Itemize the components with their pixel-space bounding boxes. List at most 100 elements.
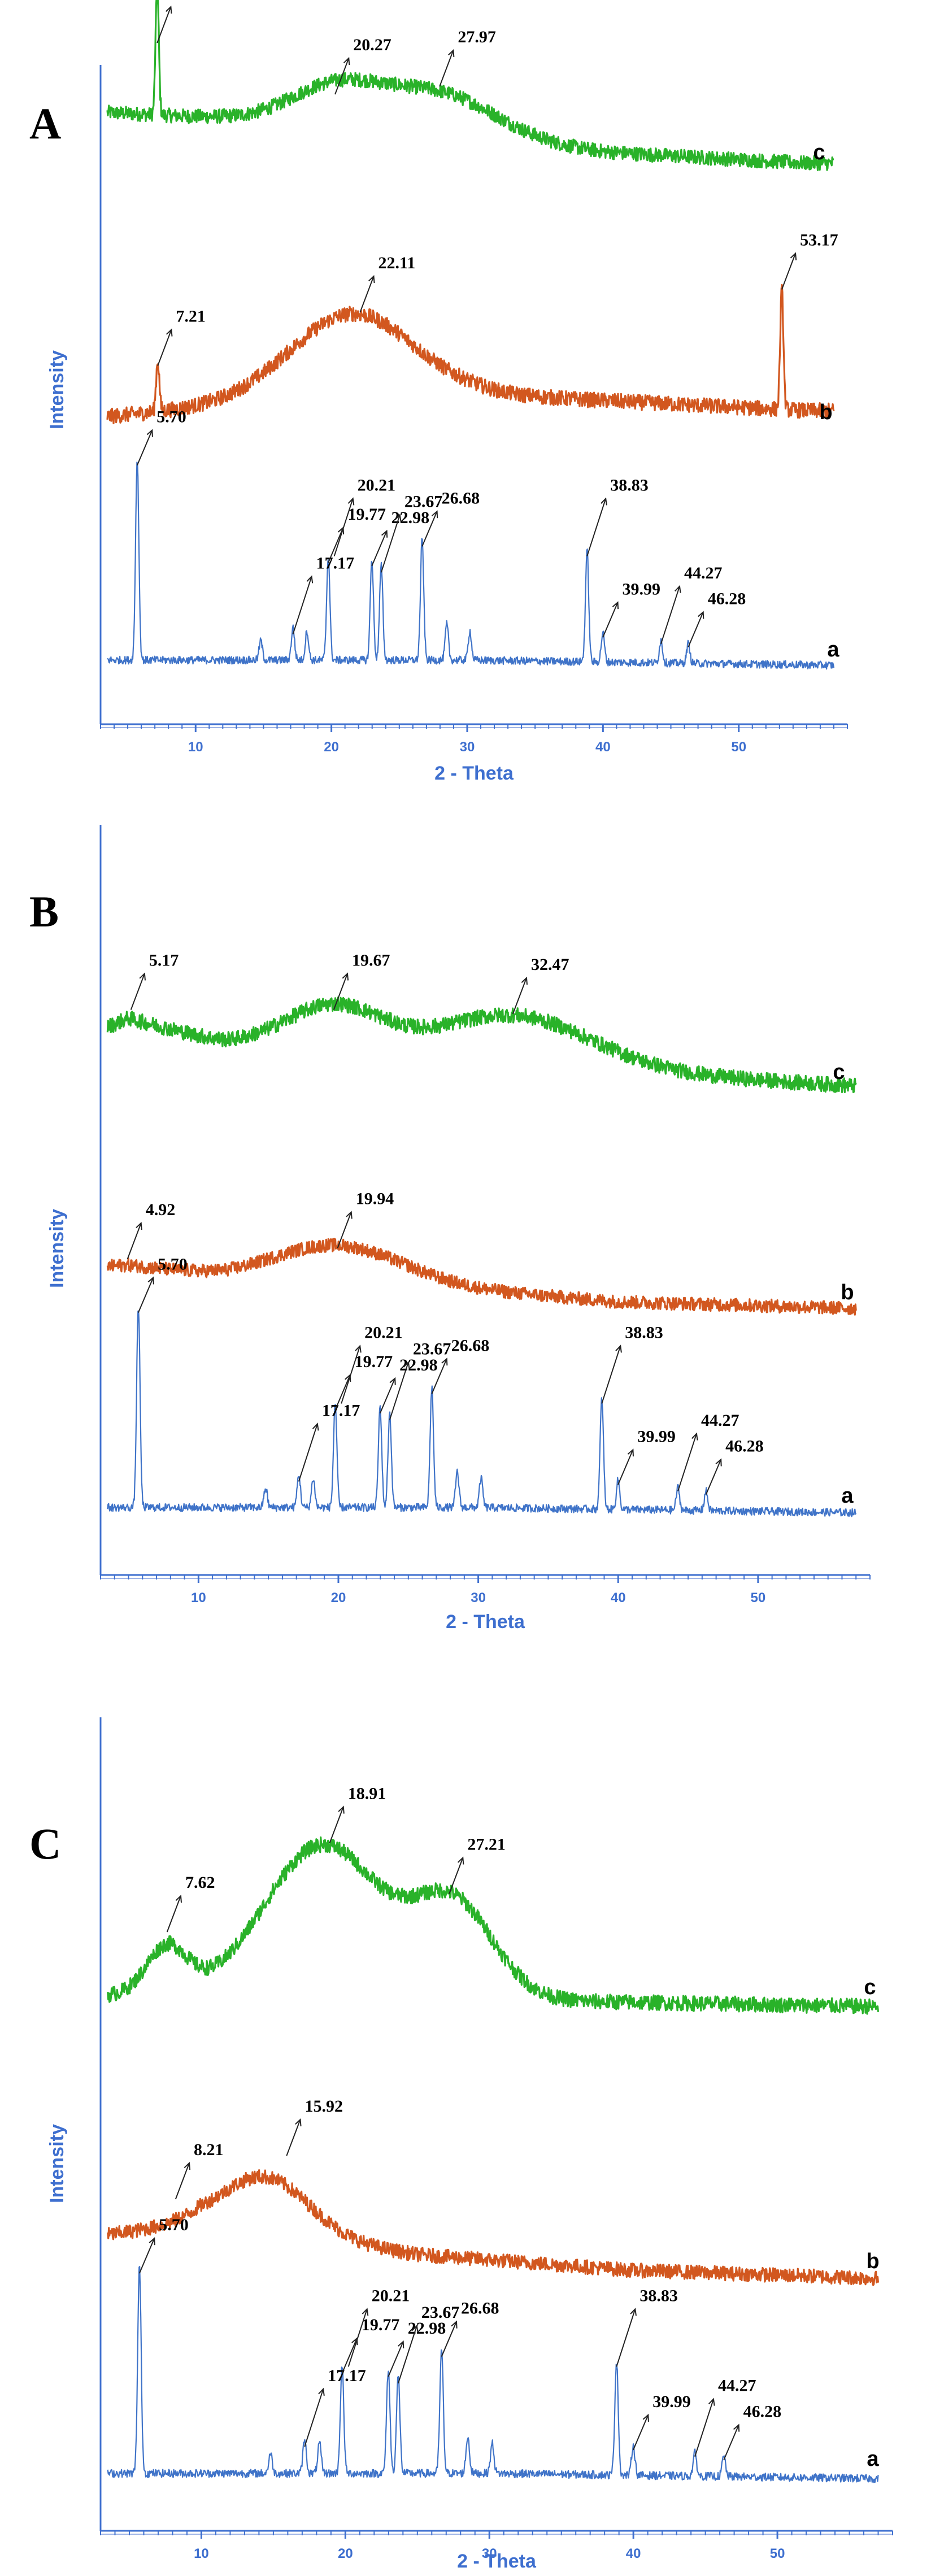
peak-label: 38.83 [625, 1324, 663, 1342]
peak-label: 19.67 [352, 951, 390, 970]
peak-arrow [286, 2119, 301, 2156]
peak-label: 7.21 [176, 307, 206, 326]
series-label: a [841, 1484, 854, 1508]
peak-label: 17.17 [328, 2366, 366, 2385]
peak-label: 46.28 [743, 2403, 782, 2421]
peak-arrowhead [411, 2324, 419, 2333]
peak-arrowhead [381, 529, 388, 538]
peak-arrowhead [389, 1377, 396, 1385]
peak-arrow [334, 1374, 351, 1411]
peak-label: 5.70 [159, 2216, 189, 2234]
series-line-c [107, 1836, 880, 2015]
peak-arrowhead [601, 497, 607, 506]
peak-label: 53.17 [800, 231, 838, 250]
peak-arrow [359, 276, 375, 313]
peak-arrowhead [431, 510, 438, 519]
series-line-c [106, 997, 857, 1094]
x-tick-label: 40 [626, 2546, 641, 2561]
peak-arrowhead [184, 2161, 191, 2170]
peak-arrowhead [347, 497, 355, 506]
peak-arrow [421, 511, 438, 547]
peak-arrow [439, 50, 454, 87]
peak-arrow [341, 1346, 361, 1404]
peak-arrow [127, 1222, 142, 1260]
x-tick-label: 50 [731, 739, 746, 755]
peak-label: 44.27 [718, 2377, 756, 2395]
peak-label: 7.17 [175, 0, 205, 3]
x-axis-title: 2 - Theta [457, 2551, 537, 2572]
peak-arrowhead [627, 1448, 634, 1457]
series-label: b [866, 2249, 879, 2273]
peak-arrowhead [715, 1458, 722, 1467]
peak-arrow [617, 1449, 634, 1485]
x-tick-label: 20 [324, 739, 339, 755]
peak-arrowhead [615, 1344, 622, 1353]
peak-arrow [705, 1459, 722, 1495]
peak-label: 8.21 [194, 2140, 224, 2159]
peak-arrowhead [312, 1422, 319, 1431]
peak-arrow [380, 514, 401, 573]
peak-arrow [601, 1346, 621, 1404]
peak-arrowhead [355, 1344, 362, 1353]
peak-label: 7.62 [185, 1873, 215, 1892]
peak-arrow [632, 2414, 649, 2451]
peak-arrowhead [166, 5, 172, 14]
x-tick-label: 30 [482, 2546, 497, 2561]
peak-arrowhead [674, 585, 681, 593]
series-line-a [107, 1310, 857, 1517]
peak-label: 4.92 [146, 1200, 176, 1219]
peak-arrowhead [691, 1432, 698, 1441]
peak-label: 27.97 [458, 28, 496, 46]
peak-arrow [512, 977, 527, 1015]
x-tick-label: 30 [460, 739, 475, 755]
peak-arrow [397, 2325, 417, 2384]
peak-arrowhead [368, 275, 375, 284]
series-label: b [819, 401, 832, 424]
peak-arrowhead [146, 429, 153, 437]
peak-arrow [371, 530, 388, 567]
peak-arrowhead [342, 972, 349, 981]
x-axis-title: 2 - Theta [446, 1611, 525, 1633]
panel-letter: C [29, 1819, 61, 1868]
peak-arrowhead [612, 601, 619, 610]
x-tick-label: 40 [595, 739, 611, 755]
x-tick-label: 30 [471, 1590, 486, 1605]
peak-label: 27.21 [467, 1835, 506, 1854]
y-axis-title: Intensity [46, 2124, 68, 2203]
peak-arrowhead [790, 252, 797, 260]
peak-arrow [379, 1378, 396, 1414]
peak-arrow [431, 1358, 447, 1394]
peak-label: 5.70 [158, 1255, 188, 1274]
peak-arrow [130, 973, 145, 1010]
peak-arrow [292, 576, 312, 634]
peak-arrow [660, 586, 680, 645]
peak-arrow [138, 2238, 155, 2274]
peak-arrow [341, 2338, 358, 2374]
peak-label: 5.70 [156, 408, 186, 427]
x-axis-title: 2 - Theta [434, 763, 514, 784]
peak-label: 23.67 [421, 2303, 460, 2322]
peak-arrow [337, 1212, 352, 1248]
peak-arrowhead [441, 1357, 448, 1366]
peak-arrow [677, 1433, 697, 1492]
peak-label: 19.77 [362, 2316, 400, 2334]
series-label: a [867, 2447, 879, 2471]
peak-arrow [441, 2321, 457, 2357]
peak-arrowhead [295, 2118, 302, 2127]
peak-label: 23.67 [413, 1339, 451, 1358]
peak-arrow [329, 1807, 344, 1843]
peak-label: 22.11 [379, 254, 416, 272]
peak-arrowhead [708, 2397, 715, 2406]
peak-arrow [334, 58, 350, 95]
peak-arrowhead [448, 49, 455, 58]
peak-label: 38.83 [639, 2286, 678, 2305]
peak-arrowhead [398, 2340, 404, 2349]
chart-panel-C: C 10 20 30 40 50 2 - Theta Intensity c 7.62 18.91 2… [29, 1717, 893, 2572]
peak-arrowhead [136, 1221, 142, 1230]
peak-arrowhead [175, 1894, 182, 1903]
peak-arrow [602, 602, 619, 638]
x-tick-label: 40 [611, 1590, 626, 1605]
peak-label: 17.17 [316, 554, 355, 573]
chart-panel-B: B 10 20 30 40 50 2 - Theta Intensity c 5.17 19.67 3… [29, 825, 871, 1633]
